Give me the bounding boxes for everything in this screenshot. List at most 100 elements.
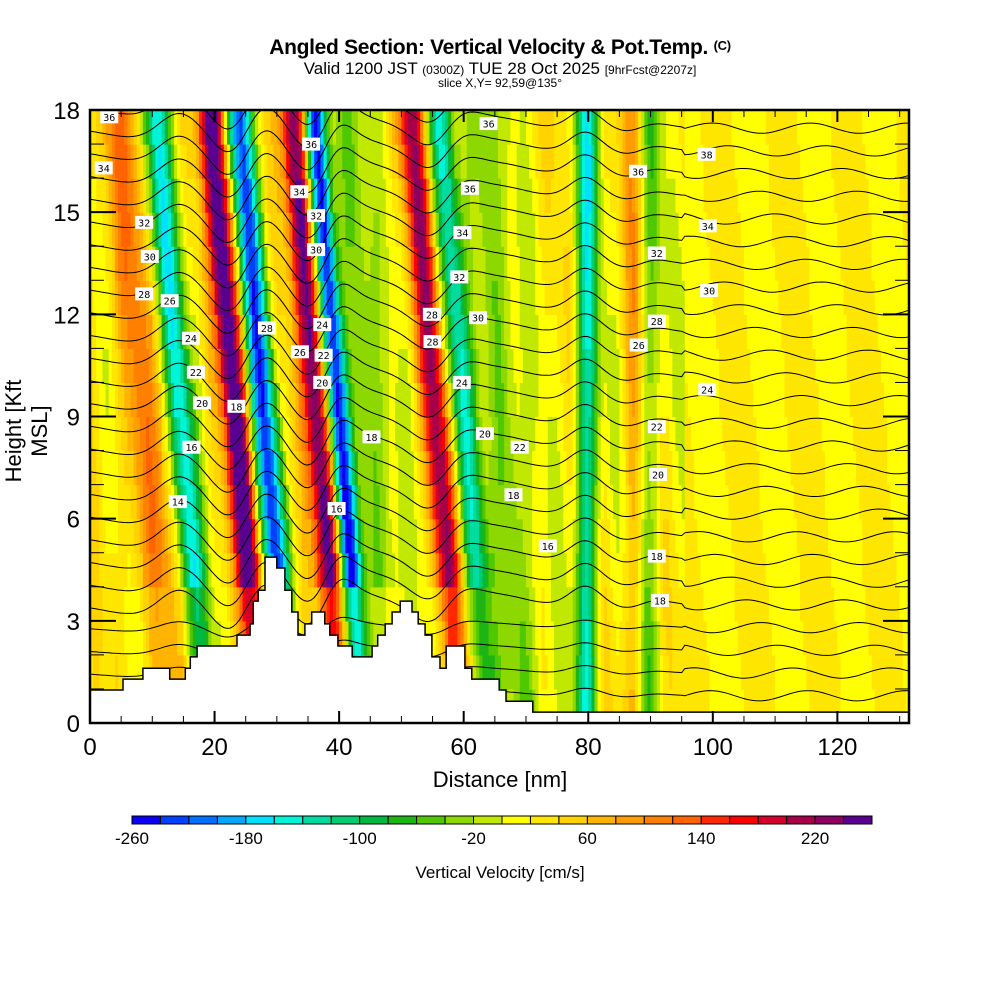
velocity-cell [507,484,511,520]
velocity-cell [582,314,586,349]
velocity-cell [824,382,829,418]
velocity-cell [762,144,767,179]
velocity-cell [572,348,577,384]
velocity-cell [473,654,477,690]
velocity-cell [734,654,739,690]
velocity-cell [662,688,667,723]
velocity-cell [616,382,620,418]
velocity-cell [784,144,789,179]
velocity-cell [401,450,406,486]
velocity-cell [202,280,206,315]
velocity-cell [161,586,166,622]
velocity-cell [395,280,399,315]
velocity-cell [460,178,465,213]
velocity-cell [588,212,592,247]
velocity-cell [887,110,891,145]
velocity-cell [697,688,701,723]
velocity-cell [416,382,421,418]
velocity-cell [273,416,278,452]
velocity-cell [304,586,309,622]
velocity-cell [118,620,122,656]
velocity-cell [283,144,287,179]
velocity-cell [809,314,814,349]
velocity-cell [834,246,838,281]
velocity-cell [566,110,571,145]
velocity-cell [684,348,689,384]
velocity-cell [619,144,624,179]
velocity-cell [544,450,549,486]
velocity-cell [99,144,104,179]
velocity-cell [438,144,443,179]
velocity-cell [525,586,530,622]
velocity-cell [223,620,228,656]
velocity-cell [451,552,455,588]
velocity-cell [659,654,664,690]
velocity-cell [317,144,322,179]
velocity-cell [719,178,723,213]
velocity-cell [170,620,175,656]
velocity-cell [675,586,680,622]
velocity-cell [753,654,758,690]
velocity-cell [501,552,505,588]
velocity-cell [127,552,132,588]
velocity-cell [469,552,474,588]
velocity-cell [669,110,673,145]
velocity-cell [373,620,378,656]
velocity-cell [740,518,745,554]
velocity-cell [675,348,680,384]
velocity-cell [124,314,128,349]
velocity-cell [756,246,761,281]
velocity-cell [192,484,197,520]
velocity-cell [420,178,424,213]
velocity-cell [161,552,166,588]
velocity-cell [569,416,574,452]
velocity-cell [775,620,779,656]
velocity-cell [96,416,100,452]
velocity-cell [382,484,387,520]
velocity-cell [339,552,343,588]
contour-label-text: 20 [316,378,328,389]
velocity-cell [227,552,231,588]
velocity-cell [385,450,390,486]
velocity-cell [781,518,786,554]
velocity-cell [295,212,300,247]
velocity-cell [139,552,144,588]
velocity-cell [448,280,452,315]
velocity-cell [283,178,287,213]
velocity-cell [862,518,867,554]
velocity-cell [687,348,692,384]
velocity-cell [423,552,427,588]
velocity-cell [778,110,782,145]
velocity-cell [208,178,213,213]
velocity-cell [522,178,527,213]
velocity-cell [339,246,343,281]
velocity-cell [634,518,639,554]
pot-temp-contour [90,555,909,607]
velocity-cell [594,654,599,690]
velocity-cell [93,246,97,281]
velocity-cell [557,382,561,418]
velocity-cell [208,110,213,145]
velocity-cell [170,212,175,247]
velocity-cell [370,450,374,486]
velocity-cell [332,280,337,315]
velocity-cell [108,586,113,622]
velocity-cell [186,110,191,145]
velocity-cell [868,416,873,452]
velocity-cell [884,178,888,213]
velocity-cell [775,348,779,384]
velocity-cell [121,586,125,622]
velocity-cell [840,688,845,723]
velocity-cell [603,382,608,418]
velocity-cell [142,178,147,213]
velocity-cell [884,280,888,315]
velocity-cell [575,178,580,213]
velocity-cell [765,654,770,690]
velocity-cell [650,688,655,723]
velocity-cell [560,314,564,349]
velocity-cell [737,246,742,281]
velocity-cell [625,280,630,315]
contour-label-bg [182,440,201,454]
velocity-cell [127,586,132,622]
velocity-cell [880,620,885,656]
